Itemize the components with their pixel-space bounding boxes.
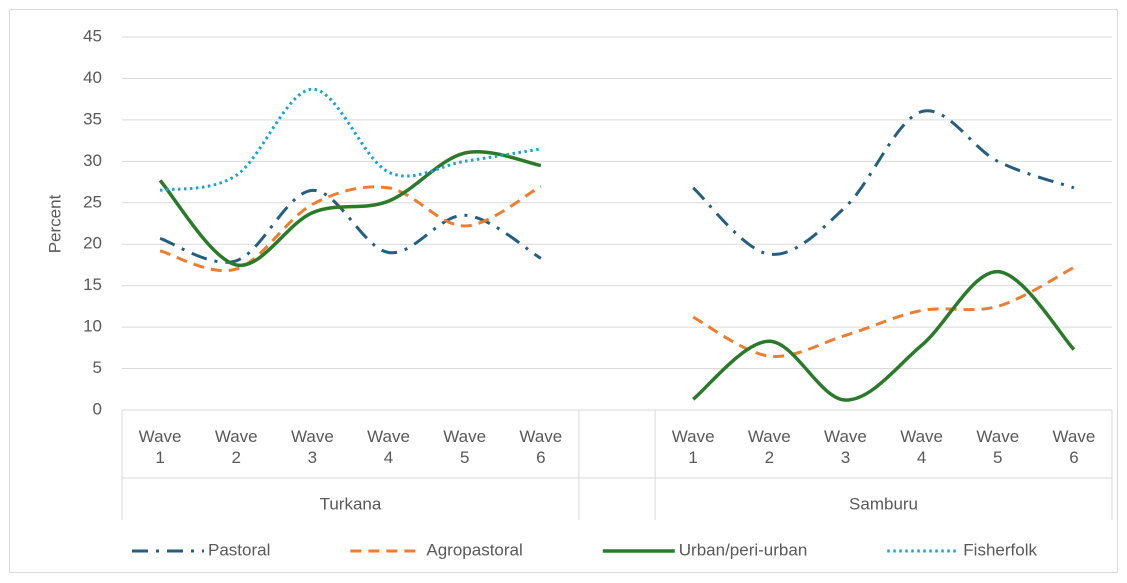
group-label: Samburu bbox=[849, 494, 918, 513]
y-tick-label: 45 bbox=[83, 26, 102, 45]
x-tick-label: Wave 5 bbox=[976, 427, 1019, 467]
x-tick-label: Wave 4 bbox=[367, 427, 410, 467]
x-tick-label: Wave 3 bbox=[291, 427, 334, 467]
x-tick-label: Wave 4 bbox=[900, 427, 943, 467]
chart-border bbox=[9, 9, 1118, 573]
y-tick-label: 35 bbox=[83, 109, 102, 128]
y-axis-label: Percent bbox=[45, 194, 64, 253]
series-line bbox=[159, 184, 1075, 358]
legend-label: Pastoral bbox=[208, 540, 270, 559]
x-tick-label: Wave 5 bbox=[443, 427, 486, 467]
legend-label: Urban/peri-urban bbox=[679, 540, 808, 559]
series-line bbox=[159, 109, 1075, 264]
legend-label: Fisherfolk bbox=[963, 540, 1037, 559]
y-tick-label: 5 bbox=[93, 358, 102, 377]
legend-label: Agropastoral bbox=[426, 540, 522, 559]
y-tick-label: 25 bbox=[83, 192, 102, 211]
x-tick-label: Wave 1 bbox=[139, 427, 182, 467]
y-tick-label: 0 bbox=[93, 399, 102, 418]
x-tick-label: Wave 6 bbox=[1053, 427, 1096, 467]
y-tick-label: 40 bbox=[83, 68, 102, 87]
x-tick-label: Wave 6 bbox=[519, 427, 562, 467]
group-label: Turkana bbox=[320, 494, 382, 513]
series-line bbox=[158, 150, 1076, 402]
x-tick-label: Wave 2 bbox=[748, 427, 791, 467]
x-tick-label: Wave 3 bbox=[824, 427, 867, 467]
series-line bbox=[159, 87, 542, 192]
y-tick-label: 15 bbox=[83, 275, 102, 294]
x-tick-label: Wave 1 bbox=[672, 427, 715, 467]
y-tick-label: 10 bbox=[83, 317, 102, 336]
x-tick-label: Wave 2 bbox=[215, 427, 258, 467]
y-tick-label: 30 bbox=[83, 151, 102, 170]
y-tick-label: 20 bbox=[83, 234, 102, 253]
